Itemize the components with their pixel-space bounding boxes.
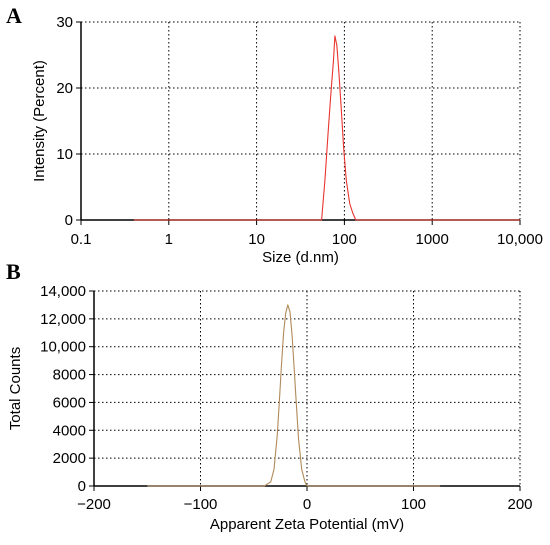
- chart-b-y-tick-label: 0: [78, 478, 86, 495]
- chart-b-x-tick-label: 0: [303, 496, 311, 513]
- chart-b-y-tick-label: 4000: [53, 422, 86, 439]
- chart-a-x-tick-label: 1000: [416, 231, 449, 248]
- chart-b-y-tick-label: 10,000: [40, 339, 86, 356]
- chart-b-x-axis-title: Apparent Zeta Potential (mV): [210, 516, 404, 533]
- chart-a-x-tick-label: 10: [248, 231, 265, 248]
- chart-a-x-tick-label: 0.1: [71, 231, 92, 248]
- chart-b-y-tick-label: 6000: [53, 394, 86, 411]
- chart-b-x-tick-label: 200: [507, 496, 532, 513]
- panel-label-b: B: [6, 259, 21, 284]
- chart-a-y-tick-label: 10: [56, 146, 73, 163]
- panel-label-a: A: [6, 3, 22, 28]
- chart-a-y-axis-title: Intensity (Percent): [31, 60, 48, 182]
- chart-a-y-tick-label: 30: [56, 14, 73, 31]
- chart-a-x-tick-label: 1: [165, 231, 173, 248]
- chart-b-x-tick-label: −100: [184, 496, 218, 513]
- chart-b-y-tick-label: 2000: [53, 450, 86, 467]
- chart-a-x-axis-title: Size (d.nm): [262, 249, 339, 266]
- chart-b-x-tick-label: −200: [77, 496, 111, 513]
- chart-a-y-tick-label: 20: [56, 80, 73, 97]
- chart-a-x-tick-label: 100: [332, 231, 357, 248]
- chart-b-series-line: [147, 304, 441, 487]
- chart-b-x-tick-label: 100: [401, 496, 426, 513]
- chart-b-y-tick-label: 12,000: [40, 311, 86, 328]
- chart-b-y-tick-label: 8000: [53, 367, 86, 384]
- chart-b-y-axis-title: Total Counts: [7, 347, 24, 430]
- chart-a-series-line: [133, 35, 520, 221]
- chart-a-y-tick-label: 0: [65, 212, 73, 229]
- chart-a-x-tick-label: 10,000: [497, 231, 543, 248]
- chart-b-y-tick-label: 14,000: [40, 283, 86, 300]
